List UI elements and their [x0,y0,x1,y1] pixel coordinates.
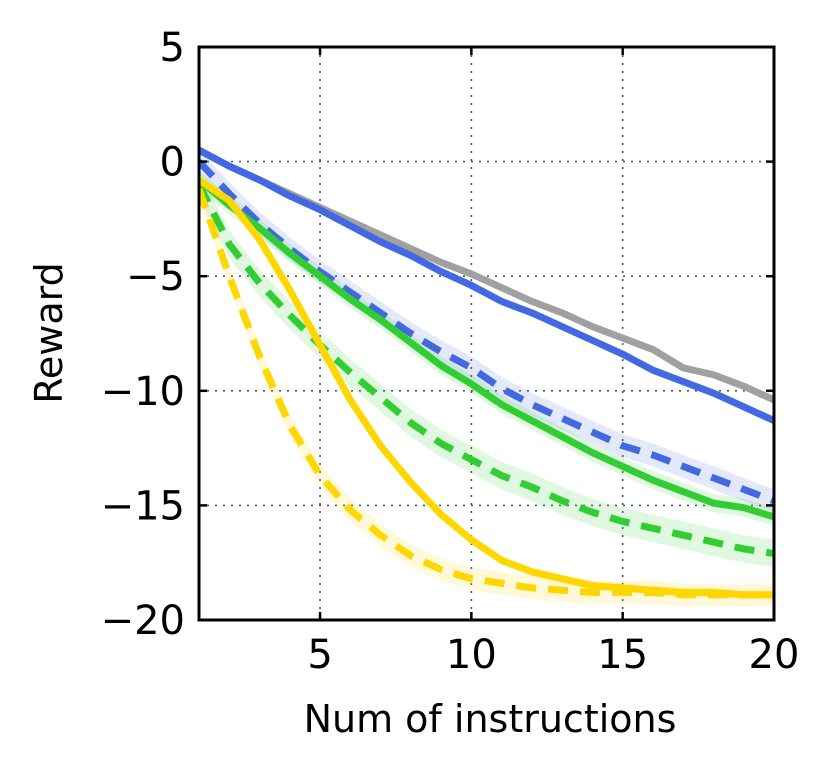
y-tick-label: 0 [160,140,185,186]
x-axis-label: Num of instructions [304,697,677,741]
y-tick-label: −20 [101,598,185,644]
x-tick-label: 20 [749,632,800,678]
x-tick-label: 15 [597,632,648,678]
y-tick-label: −10 [101,369,185,415]
series-lines [199,147,774,599]
y-tick-label: −5 [126,254,185,300]
gold-dashed-line [199,187,774,599]
blue-dashed-line [199,159,774,505]
x-tick-label: 10 [446,632,497,678]
y-axis-label: Reward [27,262,71,404]
gold-dashed-band [199,177,774,607]
x-tick-label: 5 [307,632,332,678]
gray-solid-line [199,147,774,404]
blue-solid-line [199,147,774,424]
y-tick-label: −15 [101,483,185,529]
plot-frame [197,45,776,622]
green-solid-line [199,177,774,521]
y-tick-label: 5 [160,25,185,71]
green-dashed-line [199,182,774,557]
